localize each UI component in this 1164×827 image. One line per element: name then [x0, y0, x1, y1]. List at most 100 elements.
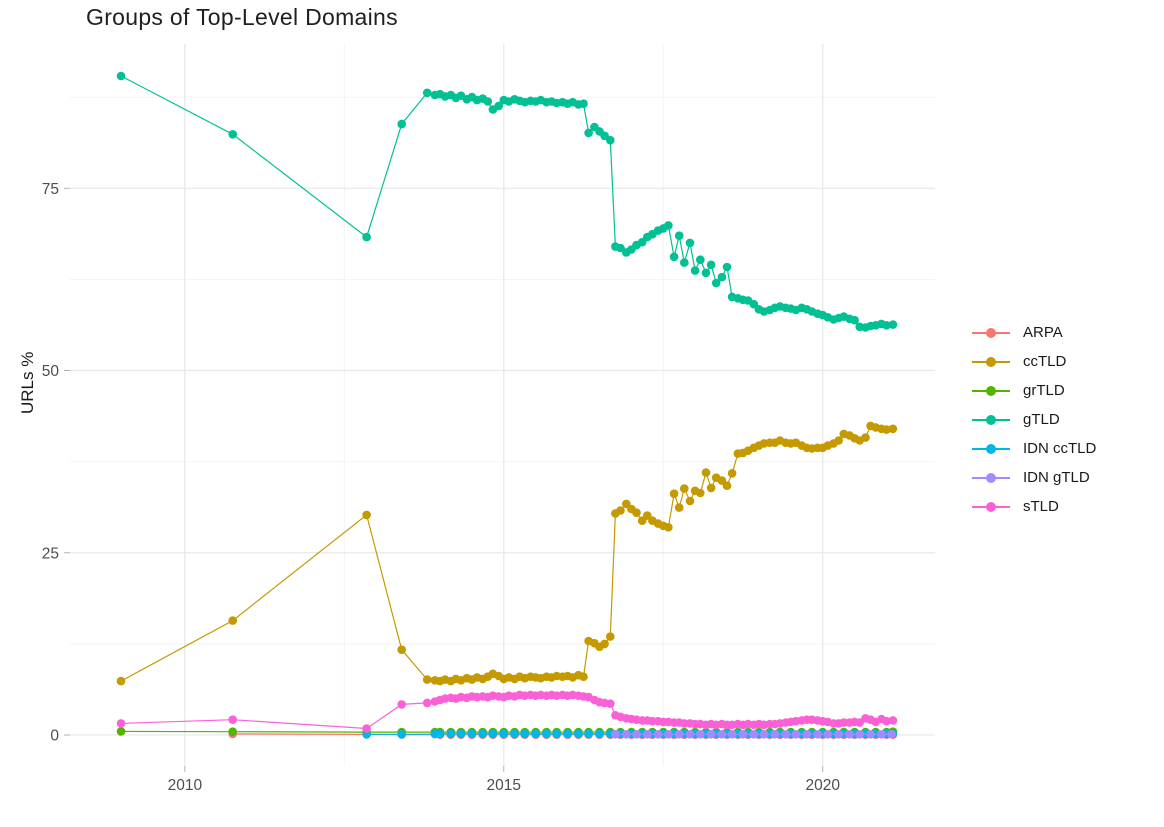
data-point: [759, 730, 769, 739]
legend-label: gTLD: [1023, 411, 1060, 428]
data-point: [579, 99, 588, 108]
data-point: [823, 730, 833, 739]
data-point: [653, 730, 663, 739]
series-stld: [116, 690, 898, 733]
data-point: [116, 727, 126, 736]
data-point: [802, 730, 812, 739]
data-point: [701, 268, 711, 278]
data-point: [738, 730, 748, 739]
y-axis-tick-labels: 0 25 50 75: [42, 181, 60, 745]
data-point: [680, 484, 689, 493]
legend-item-gtld: gTLD: [972, 405, 1096, 434]
data-point: [456, 729, 466, 739]
data-point: [552, 729, 561, 739]
data-point: [674, 503, 684, 512]
data-point: [228, 727, 237, 736]
data-point: [606, 699, 615, 708]
data-point: [696, 488, 705, 498]
data-point: [664, 221, 673, 230]
data-point: [467, 729, 477, 739]
data-point: [488, 729, 498, 739]
data-point: [542, 729, 551, 739]
grid-major: [70, 44, 935, 766]
data-point: [611, 730, 620, 739]
data-point: [706, 730, 716, 739]
legend-item-idn-gtld: IDN gTLD: [972, 463, 1096, 492]
data-point: [680, 258, 689, 267]
data-point: [669, 252, 679, 262]
svg-text:2010: 2010: [168, 777, 203, 794]
legend-label: grTLD: [1023, 382, 1065, 399]
data-point: [584, 128, 593, 138]
data-point: [834, 730, 843, 739]
data-point: [362, 232, 371, 242]
data-point: [422, 675, 432, 684]
data-point: [770, 730, 780, 739]
legend-key-icon: [972, 472, 1010, 484]
data-point: [690, 266, 700, 275]
data-point: [606, 632, 615, 641]
data-point: [877, 730, 886, 739]
data-point: [446, 729, 456, 739]
data-point: [706, 483, 716, 493]
legend-item-arpa: ARPA: [972, 318, 1096, 347]
data-point: [727, 469, 737, 478]
data-point: [595, 729, 604, 739]
data-point: [749, 730, 759, 739]
data-point: [664, 730, 673, 739]
data-point: [632, 730, 641, 739]
legend-item-idn-cctld: IDN ccTLD: [972, 434, 1096, 463]
data-point: [717, 272, 727, 282]
data-point: [888, 424, 898, 434]
data-point: [422, 88, 432, 98]
data-point: [483, 97, 493, 106]
data-point: [706, 260, 716, 270]
legend-item-grtld: grTLD: [972, 376, 1096, 405]
data-point: [563, 729, 572, 739]
data-point: [882, 716, 891, 726]
svg-text:25: 25: [42, 545, 59, 562]
data-point: [669, 489, 679, 499]
legend: ARPA ccTLD grTLD gTLD IDN ccTLD IDN gTLD sTLD: [972, 318, 1096, 521]
data-point: [435, 729, 445, 739]
axis-ticks: [64, 187, 824, 772]
data-point: [887, 730, 896, 739]
data-point: [834, 436, 843, 445]
data-point: [362, 510, 371, 520]
data-point: [600, 639, 609, 649]
data-point: [397, 700, 407, 709]
data-point: [584, 729, 593, 739]
legend-key-icon: [972, 414, 1010, 426]
legend-key-icon: [972, 327, 1010, 339]
data-point: [791, 730, 801, 739]
data-point: [861, 433, 870, 442]
data-point: [696, 255, 705, 264]
legend-key-icon: [972, 385, 1010, 397]
data-point: [685, 238, 695, 248]
data-point: [674, 231, 684, 240]
data-point: [711, 278, 721, 288]
data-point: [228, 715, 237, 724]
legend-label: ARPA: [1023, 324, 1063, 341]
svg-text:0: 0: [50, 728, 59, 745]
data-point: [696, 730, 705, 739]
data-point: [116, 71, 126, 81]
series-idn-gtld: [611, 730, 896, 739]
data-point: [397, 119, 407, 129]
data-point: [813, 730, 822, 739]
data-point: [664, 523, 673, 532]
data-point: [616, 506, 625, 515]
data-point: [510, 729, 519, 739]
legend-key-icon: [972, 501, 1010, 513]
data-point: [606, 135, 615, 145]
data-point: [622, 730, 631, 739]
data-point: [727, 730, 737, 739]
legend-label: IDN ccTLD: [1023, 440, 1097, 457]
data-point: [574, 729, 583, 739]
data-point: [882, 321, 891, 330]
data-point: [781, 730, 790, 739]
legend-label: sTLD: [1023, 498, 1059, 515]
data-point: [478, 729, 488, 739]
